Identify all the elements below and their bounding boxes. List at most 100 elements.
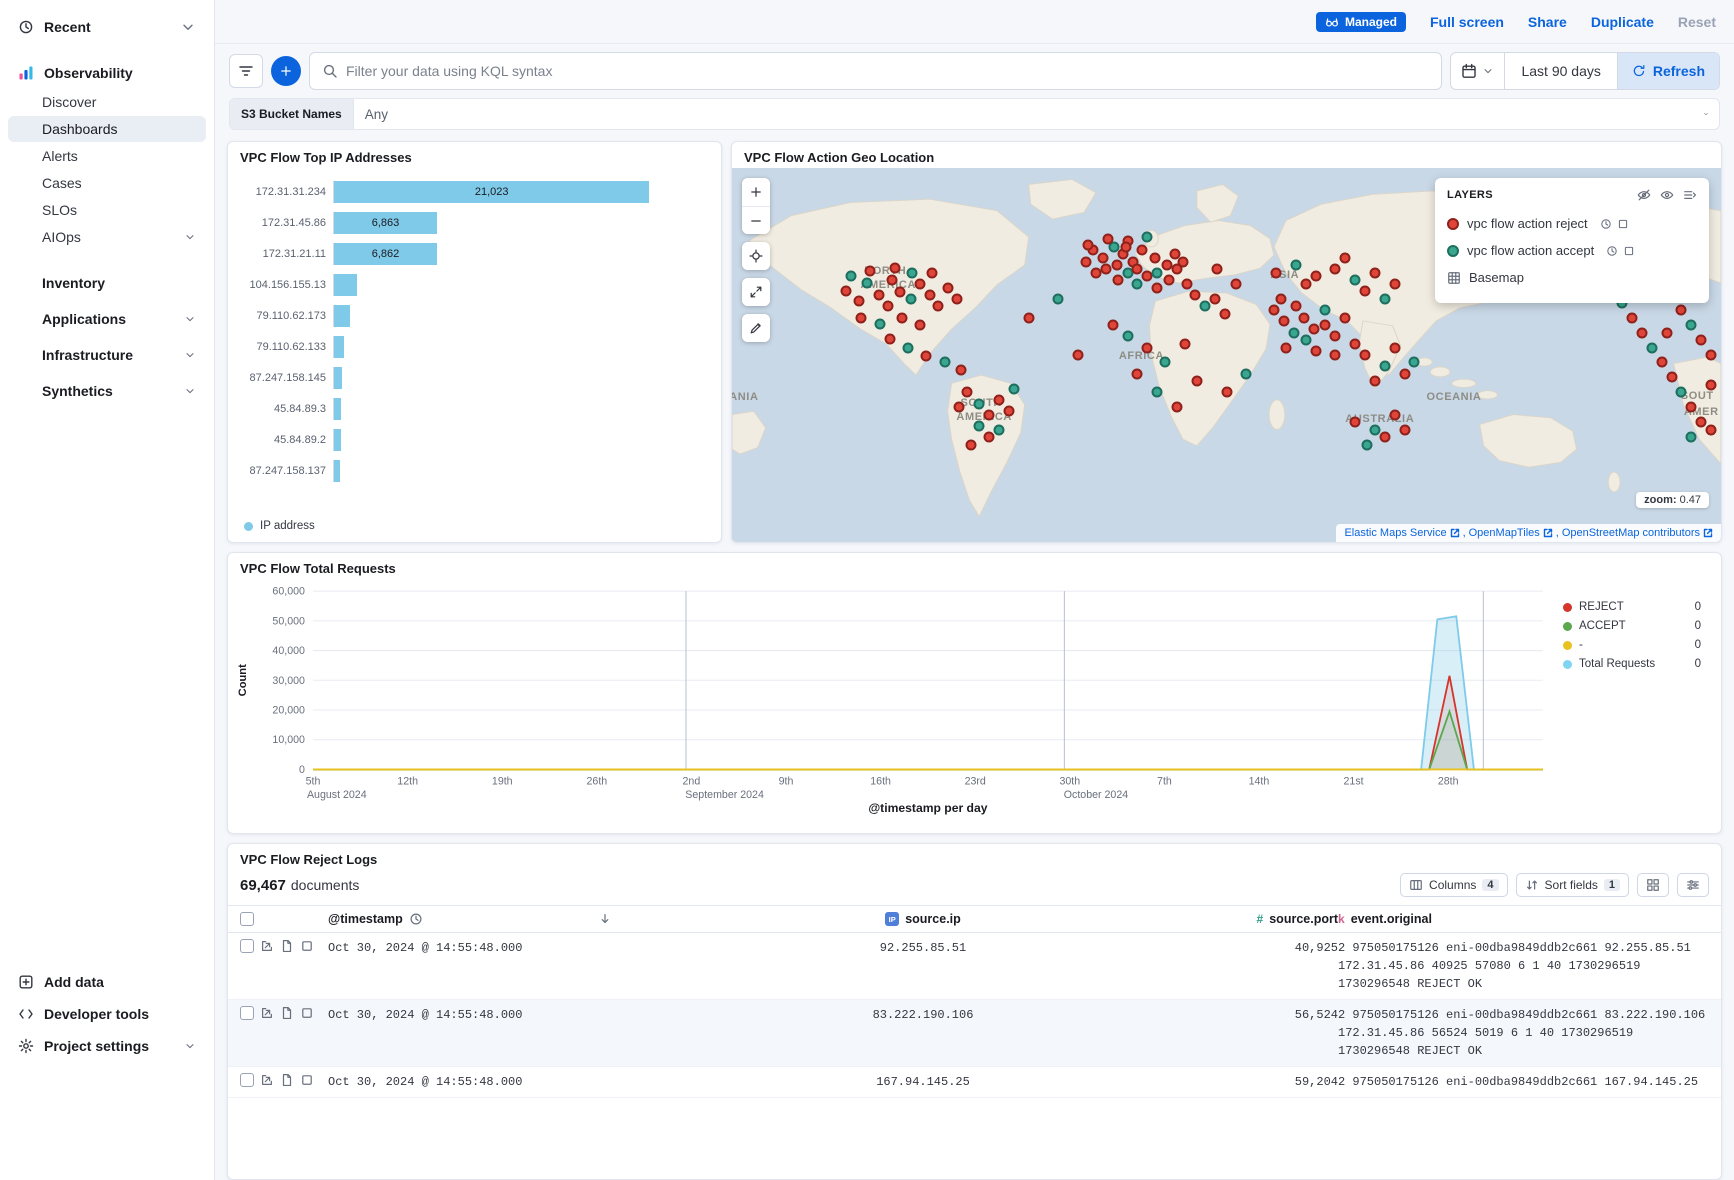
legend-item[interactable]: -0 (1563, 639, 1701, 651)
map-point-reject[interactable] (914, 319, 926, 331)
map-point-reject[interactable] (1308, 323, 1320, 335)
map-point-reject[interactable] (1179, 338, 1191, 350)
expand-row-icon[interactable] (260, 1073, 274, 1087)
map-point-reject[interactable] (1319, 319, 1331, 331)
column-header-timestamp[interactable]: @timestamp (328, 912, 403, 926)
map-point-reject[interactable] (932, 300, 944, 312)
map-point-reject[interactable] (1163, 274, 1175, 286)
topbar-action-duplicate[interactable]: Duplicate (1590, 13, 1654, 30)
zoom-out-button[interactable] (742, 206, 770, 234)
map-point-reject[interactable] (1080, 256, 1092, 267)
map-point-accept[interactable] (874, 318, 886, 330)
map-point-reject[interactable] (864, 265, 876, 277)
map-point-reject[interactable] (1389, 342, 1401, 354)
sidebar-item-add-data[interactable]: Add data (8, 966, 206, 998)
select-row-icon[interactable] (300, 1073, 314, 1087)
map-point-accept[interactable] (1008, 383, 1020, 395)
map-point-reject[interactable] (1268, 304, 1280, 316)
map-point-reject[interactable] (1705, 424, 1717, 436)
geo-map[interactable]: NORTHAMERICASOUTHAMERICAAFRICAASIAOCEANI… (732, 168, 1721, 542)
map-point-reject[interactable] (1705, 349, 1717, 361)
map-point-reject[interactable] (1695, 334, 1707, 346)
map-point-accept[interactable] (1240, 368, 1252, 380)
map-point-reject[interactable] (1656, 356, 1668, 368)
chevron-down-icon[interactable] (1703, 106, 1719, 122)
view-document-icon[interactable] (280, 939, 294, 953)
row-checkbox[interactable] (240, 1006, 254, 1020)
map-point-reject[interactable] (1290, 300, 1302, 312)
map-point-reject[interactable] (1141, 342, 1153, 354)
map-point-accept[interactable] (1300, 334, 1312, 346)
map-point-reject[interactable] (1189, 289, 1201, 301)
map-point-reject[interactable] (894, 286, 906, 298)
kql-search-input[interactable] (346, 63, 1430, 79)
sidebar-item-developer-tools[interactable]: Developer tools (8, 998, 206, 1030)
map-point-reject[interactable] (1275, 293, 1287, 305)
bar[interactable] (334, 459, 341, 482)
map-point-accept[interactable] (1131, 278, 1143, 290)
map-point-reject[interactable] (1230, 278, 1242, 290)
map-point-reject[interactable] (1151, 282, 1163, 294)
attribution-link[interactable]: OpenMapTiles, (1468, 527, 1559, 539)
map-point-accept[interactable] (1319, 304, 1331, 316)
map-point-accept[interactable] (1361, 439, 1373, 451)
sidebar-item-alerts[interactable]: Alerts (42, 148, 78, 164)
map-point-reject[interactable] (1211, 263, 1223, 275)
map-point-reject[interactable] (1280, 342, 1292, 354)
map-point-accept[interactable] (1379, 360, 1391, 372)
map-point-reject[interactable] (983, 431, 995, 443)
map-point-accept[interactable] (1675, 386, 1687, 398)
map-point-reject[interactable] (1379, 431, 1391, 443)
map-point-accept[interactable] (1159, 356, 1171, 368)
map-point-reject[interactable] (1626, 312, 1638, 324)
total-requests-chart[interactable]: 0 10,000 20,000 30,000 40,000 50,000 60,000 5th… (232, 581, 1559, 833)
add-filter-button[interactable] (271, 56, 301, 86)
saved-query-filter-button[interactable] (229, 54, 263, 88)
map-point-accept[interactable] (1379, 293, 1391, 305)
table-row[interactable]: Oct 30, 2024 @ 14:55:48.000 83.222.190.10… (228, 1000, 1721, 1067)
sidebar-section-inventory[interactable]: Inventory (42, 275, 106, 291)
map-point-reject[interactable] (1310, 270, 1321, 282)
column-header-source-ip[interactable]: source.ip (905, 912, 961, 926)
sort-desc-icon[interactable] (598, 912, 612, 926)
sidebar-section-applications[interactable]: Applications (8, 301, 206, 337)
select-row-icon[interactable] (300, 939, 314, 953)
map-point-reject[interactable] (1191, 375, 1203, 387)
map-point-accept[interactable] (1685, 319, 1697, 331)
top-ips-legend[interactable]: IP address (228, 516, 721, 542)
map-point-reject[interactable] (896, 312, 908, 324)
sidebar-item-discover[interactable]: Discover (42, 94, 97, 110)
map-point-accept[interactable] (1646, 342, 1658, 354)
map-point-reject[interactable] (1399, 368, 1411, 380)
map-point-accept[interactable] (905, 293, 917, 305)
map-point-reject[interactable] (1349, 416, 1361, 428)
map-point-reject[interactable] (1131, 263, 1143, 275)
map-point-accept[interactable] (1141, 231, 1153, 243)
map-point-reject[interactable] (1329, 330, 1341, 342)
s3-bucket-filter-control[interactable]: S3 Bucket Names Any (229, 98, 1720, 130)
map-point-accept[interactable] (1151, 267, 1163, 279)
map-point-reject[interactable] (1209, 293, 1221, 305)
map-point-accept[interactable] (1290, 259, 1302, 271)
layer-list-icon[interactable] (1683, 188, 1697, 202)
select-all-checkbox[interactable] (240, 912, 254, 926)
bar[interactable] (334, 304, 350, 327)
table-row[interactable]: Oct 30, 2024 @ 14:55:48.000 167.94.145.25… (228, 1067, 1721, 1098)
map-point-reject[interactable] (1097, 252, 1109, 264)
map-point-reject[interactable] (953, 401, 965, 413)
map-point-accept[interactable] (939, 356, 951, 368)
map-point-reject[interactable] (1329, 263, 1341, 275)
attribution-link[interactable]: OpenStreetMap contributors (1562, 527, 1713, 539)
map-point-reject[interactable] (1705, 379, 1717, 391)
map-point-reject[interactable] (855, 312, 867, 324)
map-point-reject[interactable] (942, 282, 954, 294)
select-row-icon[interactable] (300, 1006, 314, 1020)
map-point-reject[interactable] (1221, 386, 1232, 398)
expand-row-icon[interactable] (260, 939, 274, 953)
map-point-reject[interactable] (884, 333, 896, 345)
layer-item[interactable]: vpc flow action reject (1447, 210, 1697, 237)
map-point-reject[interactable] (1102, 233, 1114, 245)
bar[interactable]: 6,863 (334, 211, 437, 234)
legend-item[interactable]: REJECT 0 (1563, 601, 1701, 613)
topbar-action-share[interactable]: Share (1527, 13, 1567, 30)
